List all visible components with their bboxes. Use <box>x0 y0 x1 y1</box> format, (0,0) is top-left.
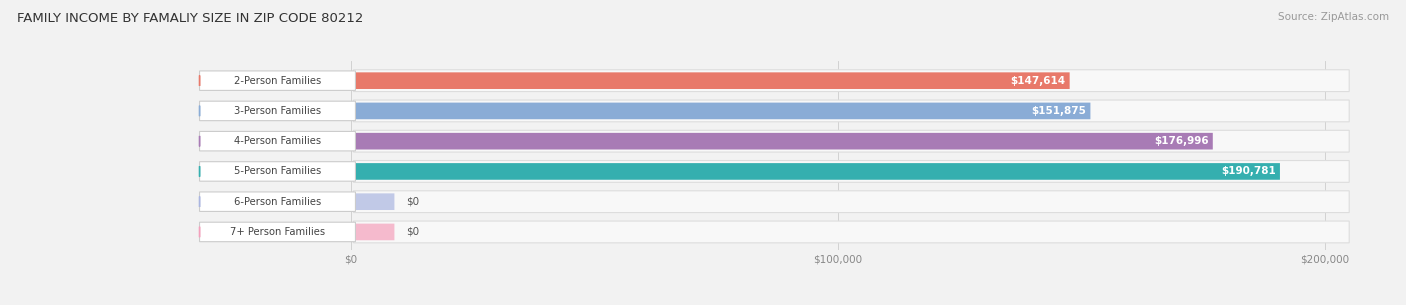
FancyBboxPatch shape <box>353 191 1350 213</box>
Text: $151,875: $151,875 <box>1032 106 1087 116</box>
Text: $0: $0 <box>406 227 419 237</box>
FancyBboxPatch shape <box>353 130 1350 152</box>
Text: $190,781: $190,781 <box>1222 167 1277 176</box>
Text: $176,996: $176,996 <box>1154 136 1209 146</box>
FancyBboxPatch shape <box>353 224 395 240</box>
Text: 3-Person Families: 3-Person Families <box>233 106 321 116</box>
FancyBboxPatch shape <box>200 101 356 121</box>
FancyBboxPatch shape <box>353 133 1213 149</box>
Text: 6-Person Families: 6-Person Families <box>233 197 321 207</box>
FancyBboxPatch shape <box>200 71 356 90</box>
FancyBboxPatch shape <box>353 100 1350 122</box>
Text: $147,614: $147,614 <box>1011 76 1066 86</box>
FancyBboxPatch shape <box>353 221 1350 243</box>
FancyBboxPatch shape <box>353 160 1350 182</box>
FancyBboxPatch shape <box>200 192 356 211</box>
Text: FAMILY INCOME BY FAMALIY SIZE IN ZIP CODE 80212: FAMILY INCOME BY FAMALIY SIZE IN ZIP COD… <box>17 12 363 25</box>
Text: 7+ Person Families: 7+ Person Families <box>231 227 325 237</box>
FancyBboxPatch shape <box>353 193 395 210</box>
FancyBboxPatch shape <box>200 131 356 151</box>
FancyBboxPatch shape <box>353 102 1091 119</box>
Text: 4-Person Families: 4-Person Families <box>233 136 321 146</box>
FancyBboxPatch shape <box>353 163 1279 180</box>
FancyBboxPatch shape <box>353 70 1350 92</box>
FancyBboxPatch shape <box>353 72 1070 89</box>
Text: Source: ZipAtlas.com: Source: ZipAtlas.com <box>1278 12 1389 22</box>
FancyBboxPatch shape <box>200 222 356 242</box>
Text: 5-Person Families: 5-Person Families <box>233 167 321 176</box>
Text: 2-Person Families: 2-Person Families <box>233 76 321 86</box>
Text: $0: $0 <box>406 197 419 207</box>
FancyBboxPatch shape <box>200 162 356 181</box>
